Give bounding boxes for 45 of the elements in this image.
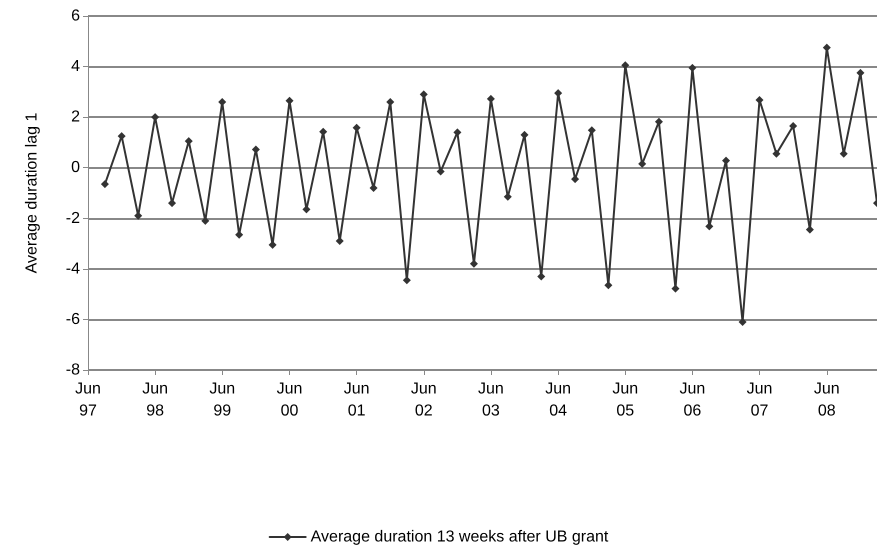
x-tick-label: Jun 97 (75, 380, 101, 420)
y-tick-label: 4 (71, 58, 80, 76)
point (402, 276, 411, 284)
y-tick-label: 6 (71, 8, 80, 24)
y-tick-label: 2 (71, 108, 80, 126)
y-tick-label: -8 (66, 362, 80, 378)
point (571, 175, 580, 184)
point (671, 284, 680, 293)
y-axis-title: Average duration lag 1 (24, 112, 40, 274)
point (856, 68, 864, 77)
point (420, 90, 428, 98)
point (218, 98, 226, 106)
x-tick-label: Jun 00 (276, 380, 302, 420)
y-tick-label: -2 (66, 210, 80, 227)
point (621, 61, 630, 70)
point (654, 118, 663, 126)
point (520, 130, 529, 139)
point (806, 226, 814, 234)
point (470, 260, 478, 268)
y-tick-label: 0 (71, 159, 80, 176)
point (756, 96, 764, 104)
point (100, 180, 109, 188)
point (604, 281, 612, 290)
x-tick-label: Jun 08 (814, 380, 840, 420)
point (789, 122, 798, 130)
y-tick-label: -6 (66, 310, 80, 328)
x-tick-label: Jun 02 (410, 380, 437, 420)
legend-label: Average duration 13 weeks after UB grant (310, 528, 609, 546)
x-tick-label: Jun 01 (344, 380, 370, 420)
point (688, 64, 696, 72)
y-tick-label: -4 (66, 260, 80, 278)
x-tick-label: Jun 04 (545, 380, 572, 420)
point (436, 168, 445, 176)
point (453, 128, 462, 136)
x-tick-label: Jun 07 (746, 380, 772, 420)
x-tick-label: Jun 99 (209, 380, 236, 420)
point (286, 96, 294, 105)
point (772, 150, 780, 158)
point (386, 98, 394, 106)
x-tick-label: Jun 05 (612, 380, 638, 420)
point (336, 237, 344, 246)
point (486, 94, 495, 103)
x-tick-label: Jun 03 (478, 380, 504, 420)
x-tick-label: Jun 98 (142, 380, 168, 420)
x-tick-label: Jun 06 (679, 380, 706, 420)
